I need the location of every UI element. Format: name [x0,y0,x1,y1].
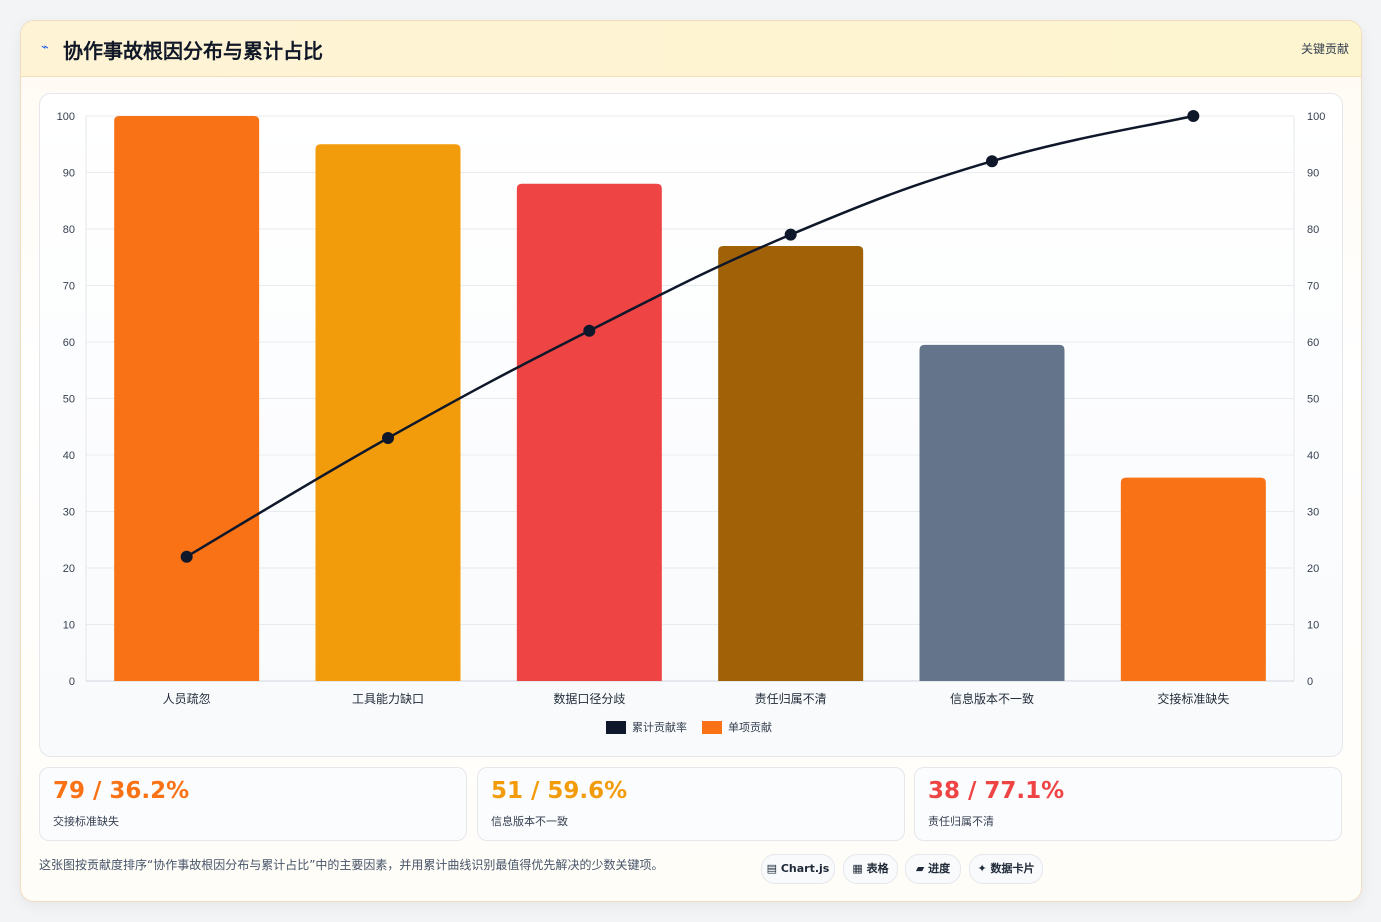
stat-card: 79 / 36.2% 交接标准缺失 [39,767,467,841]
chip-progress[interactable]: ▰ 进度 [905,854,961,884]
legend-label: 单项贡献 [728,720,772,734]
bar [1120,477,1266,681]
stat-value: 79 / 36.2% [53,778,190,804]
header-tag: 关键贡献 [1300,42,1349,56]
y2-tick-label: 0 [1307,676,1313,688]
chip-chartjs[interactable]: ▤ Chart.js [761,854,835,884]
chip-table[interactable]: ▦ 表格 [843,854,898,884]
stat-card: 38 / 77.1% 责任归属不清 [914,767,1342,841]
x-tick-label: 数据口径分歧 [553,691,625,706]
x-tick-label: 信息版本不一致 [950,691,1034,706]
cumulative-point [583,324,596,337]
y2-tick-label: 30 [1307,507,1319,519]
cumulative-point [784,228,797,241]
footer-note: 这张图按贡献度排序“协作事故根因分布与累计占比”中的主要因素，并用累计曲线识别最… [39,858,664,872]
y2-tick-label: 100 [1307,111,1325,123]
stat-label: 交接标准缺失 [53,815,119,828]
y-tick-label: 90 [63,168,75,180]
x-tick-label: 责任归属不清 [755,692,827,706]
legend-swatch-bar [702,721,722,734]
y2-tick-label: 40 [1307,450,1319,462]
y2-tick-label: 70 [1307,281,1319,293]
pulse-icon: ⌁ [41,40,49,55]
y2-tick-label: 10 [1307,620,1319,632]
x-tick-label: 交接标准缺失 [1157,691,1229,706]
x-tick-label: 工具能力缺口 [352,691,424,706]
bar [315,144,461,681]
bar [516,183,662,682]
y-tick-label: 20 [63,563,75,575]
chip-data-card[interactable]: ✦ 数据卡片 [969,854,1043,884]
y-tick-label: 0 [69,676,75,688]
chart-card: ⌁ 协作事故根因分布与累计占比 关键贡献 0 0 10 10 20 20 30 30 40 40 5… [20,20,1362,902]
stat-value: 51 / 59.6% [491,778,628,804]
x-tick-label: 人员疏忽 [163,691,211,706]
chip-list: ▤ Chart.js ▦ 表格 ▰ 进度 ✦ 数据卡片 [761,854,1361,884]
cumulative-point [180,550,193,563]
y-tick-label: 80 [63,224,75,236]
cumulative-point [986,155,998,168]
stat-label: 责任归属不清 [928,815,994,828]
bar [919,344,1065,681]
stat-card: 51 / 59.6% 信息版本不一致 [477,767,905,841]
y-tick-label: 100 [57,111,75,123]
cumulative-point [382,432,394,445]
cumulative-line [186,114,1194,558]
y2-tick-label: 20 [1307,563,1319,575]
y2-tick-label: 90 [1307,168,1319,180]
y-tick-label: 10 [63,620,75,632]
legend-swatch-line [606,721,626,734]
y-tick-label: 40 [63,450,75,462]
stat-cards: 79 / 36.2% 交接标准缺失 51 / 59.6% 信息版本不一致 38 … [39,767,1342,841]
stat-label: 信息版本不一致 [491,815,568,828]
y-tick-label: 60 [63,337,75,349]
bar [718,245,864,681]
cumulative-point [1187,110,1200,122]
chart-area: 0 0 10 10 20 20 30 30 40 40 50 50 60 60 70 70 80 80 90 90 10… [39,93,1343,757]
pareto-chart: 0 0 10 10 20 20 30 30 40 40 50 50 60 60 70 70 80 80 90 90 10… [57,110,1325,734]
y-tick-label: 70 [63,281,75,293]
y2-tick-label: 80 [1307,224,1319,236]
bar [114,116,260,681]
y2-tick-label: 50 [1307,394,1319,406]
card-header: ⌁ 协作事故根因分布与累计占比 关键贡献 [21,21,1361,77]
y-tick-label: 30 [63,507,75,519]
y2-tick-label: 60 [1307,337,1319,349]
stat-value: 38 / 77.1% [928,778,1065,804]
y-tick-label: 50 [63,394,75,406]
chart-title: 协作事故根因分布与累计占比 [63,39,323,63]
legend-label: 累计贡献率 [632,720,687,734]
